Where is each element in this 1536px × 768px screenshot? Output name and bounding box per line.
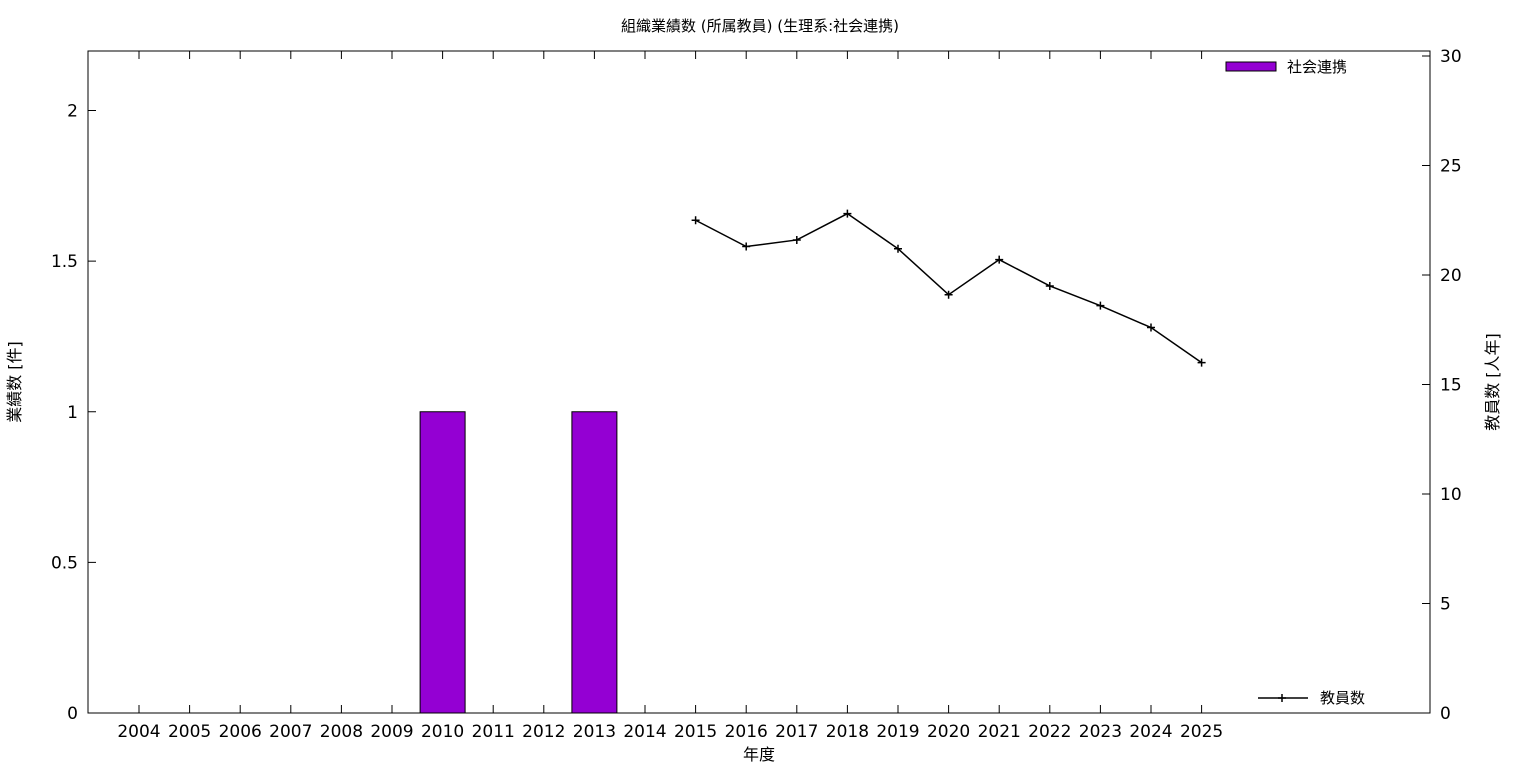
y2-tick-label: 0 bbox=[1440, 704, 1451, 724]
y-tick-label: 1.5 bbox=[51, 252, 78, 272]
line-path bbox=[695, 212, 1203, 364]
y-tick-label: 0.5 bbox=[51, 553, 78, 573]
x-tick-label: 2012 bbox=[522, 722, 565, 742]
x-tick-label: 2007 bbox=[269, 722, 312, 742]
y2-tick-label: 10 bbox=[1440, 485, 1462, 505]
x-tick-label: 2021 bbox=[978, 722, 1021, 742]
legend-bar-label: 社会連携 bbox=[1287, 58, 1347, 76]
legend-line: 教員数 bbox=[1258, 689, 1365, 707]
x-tick-label: 2016 bbox=[725, 722, 768, 742]
y2-tick-label: 25 bbox=[1440, 157, 1462, 177]
y2-axis-label: 教員数 [人年] bbox=[1483, 333, 1502, 431]
x-tick-label: 2024 bbox=[1129, 722, 1172, 742]
bar bbox=[419, 411, 466, 714]
x-tick-label: 2009 bbox=[370, 722, 413, 742]
line-series bbox=[691, 209, 1206, 367]
y2-tick-label: 5 bbox=[1440, 595, 1451, 615]
line-point bbox=[1045, 281, 1054, 290]
x-tick-label: 2018 bbox=[826, 722, 869, 742]
plot-frame bbox=[87, 50, 1431, 714]
right-axis: 0 5 10 15 20 25 30 bbox=[1422, 47, 1462, 724]
x-tick-label: 2008 bbox=[320, 722, 363, 742]
x-tick-label: 2013 bbox=[573, 722, 616, 742]
line-point bbox=[1147, 323, 1155, 332]
x-tick-label: 2020 bbox=[927, 722, 970, 742]
x-tick-label: 2022 bbox=[1028, 722, 1071, 742]
line-point bbox=[1096, 301, 1105, 310]
x-tick-label: 2023 bbox=[1079, 722, 1122, 742]
x-tick-label: 2014 bbox=[623, 722, 666, 742]
bar bbox=[571, 411, 618, 714]
x-tick-label: 2025 bbox=[1180, 722, 1223, 742]
line-point bbox=[894, 244, 902, 253]
y2-tick-label: 30 bbox=[1440, 47, 1462, 67]
chart-title: 組織業績数 (所属教員) (生理系:社会連携) bbox=[621, 17, 899, 35]
legend-bar-swatch bbox=[1225, 61, 1277, 72]
line-point bbox=[995, 255, 1004, 264]
x-tick-label: 2006 bbox=[219, 722, 262, 742]
x-axis-label: 年度 bbox=[743, 745, 775, 764]
x-tick-label: 2017 bbox=[775, 722, 818, 742]
line-point bbox=[843, 209, 852, 218]
x-axis: 2004 2005 2006 2007 2008 2009 2010 2011 2012 2013… bbox=[117, 51, 1223, 742]
x-tick-label: 2015 bbox=[674, 722, 717, 742]
y-axis-label: 業績数 [件] bbox=[5, 341, 24, 423]
y-tick-label: 0 bbox=[67, 704, 78, 724]
line-point bbox=[792, 235, 801, 244]
line-point bbox=[691, 216, 700, 225]
legend-line-label: 教員数 bbox=[1320, 689, 1365, 707]
x-tick-label: 2019 bbox=[876, 722, 919, 742]
legend-bar: 社会連携 bbox=[1225, 58, 1347, 76]
line-point bbox=[944, 290, 953, 299]
x-tick-label: 2010 bbox=[421, 722, 464, 742]
bar-series bbox=[419, 411, 618, 714]
y-tick-label: 2 bbox=[67, 102, 78, 122]
x-tick-label: 2005 bbox=[168, 722, 211, 742]
y2-tick-label: 15 bbox=[1440, 376, 1462, 396]
line-point bbox=[742, 242, 751, 251]
y2-tick-label: 20 bbox=[1440, 266, 1462, 286]
x-tick-label: 2011 bbox=[472, 722, 515, 742]
y-tick-label: 1 bbox=[67, 403, 78, 423]
legend-line-marker bbox=[1278, 694, 1286, 702]
left-axis: 0 0.5 1 1.5 2 bbox=[51, 102, 96, 724]
x-tick-label: 2004 bbox=[117, 722, 160, 742]
line-point bbox=[1197, 358, 1206, 367]
